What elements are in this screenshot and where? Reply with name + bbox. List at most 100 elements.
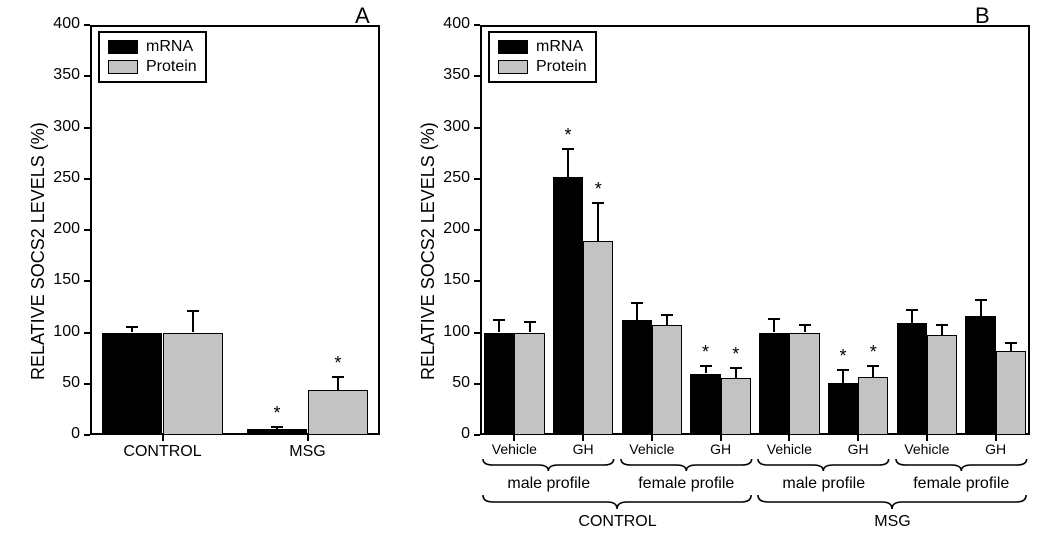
legend: mRNAProtein bbox=[488, 31, 597, 83]
bar bbox=[514, 333, 544, 436]
y-tick bbox=[84, 280, 90, 282]
error-bar bbox=[597, 202, 599, 241]
y-axis-label: RELATIVE SOCS2 LEVELS (%) bbox=[28, 122, 49, 380]
top-group-label: CONTROL bbox=[578, 513, 656, 531]
x-tick-label: Vehicle bbox=[629, 441, 674, 457]
significance-marker: * bbox=[595, 179, 602, 200]
panel-label-a: A bbox=[355, 3, 370, 29]
y-tick bbox=[84, 127, 90, 129]
error-cap bbox=[730, 367, 742, 369]
brace-icon bbox=[621, 459, 752, 475]
legend-label: Protein bbox=[536, 57, 587, 77]
brace-icon bbox=[758, 459, 889, 475]
bar bbox=[583, 241, 613, 435]
error-cap bbox=[906, 309, 918, 311]
error-cap bbox=[592, 202, 604, 204]
bar bbox=[484, 333, 514, 436]
x-tick bbox=[307, 435, 309, 441]
brace-icon bbox=[483, 495, 751, 513]
y-tick bbox=[474, 280, 480, 282]
legend-item: Protein bbox=[108, 57, 197, 77]
y-tick-label: 350 bbox=[430, 66, 470, 84]
error-cap bbox=[661, 314, 673, 316]
y-tick bbox=[474, 332, 480, 334]
error-bar bbox=[636, 302, 638, 320]
top-group-label: MSG bbox=[874, 513, 910, 531]
y-tick bbox=[474, 383, 480, 385]
y-tick bbox=[474, 178, 480, 180]
y-tick bbox=[474, 127, 480, 129]
legend-label: Protein bbox=[146, 57, 197, 77]
x-tick-label: GH bbox=[985, 441, 1006, 457]
y-tick-label: 0 bbox=[430, 425, 470, 443]
significance-marker: * bbox=[274, 403, 281, 424]
y-axis-label: RELATIVE SOCS2 LEVELS (%) bbox=[418, 122, 439, 380]
error-cap bbox=[271, 426, 283, 428]
y-tick bbox=[84, 383, 90, 385]
legend: mRNAProtein bbox=[98, 31, 207, 83]
bar bbox=[690, 374, 720, 436]
x-tick-label: Vehicle bbox=[904, 441, 949, 457]
error-bar bbox=[567, 148, 569, 177]
x-tick-label: Vehicle bbox=[767, 441, 812, 457]
significance-marker: * bbox=[870, 342, 877, 363]
x-tick bbox=[162, 435, 164, 441]
error-cap bbox=[126, 326, 138, 328]
bar bbox=[897, 323, 927, 435]
y-tick-label: 0 bbox=[40, 425, 80, 443]
x-tick-label: Vehicle bbox=[492, 441, 537, 457]
error-cap bbox=[562, 148, 574, 150]
legend-swatch bbox=[498, 60, 528, 74]
bar bbox=[828, 383, 858, 435]
error-cap bbox=[837, 369, 849, 371]
error-cap bbox=[332, 376, 344, 378]
error-cap bbox=[799, 324, 811, 326]
error-bar bbox=[911, 309, 913, 323]
bar bbox=[652, 325, 682, 435]
legend-swatch bbox=[498, 40, 528, 54]
error-cap bbox=[524, 321, 536, 323]
bar bbox=[927, 335, 957, 435]
y-tick-label: 400 bbox=[430, 15, 470, 33]
y-tick bbox=[474, 24, 480, 26]
significance-marker: * bbox=[702, 342, 709, 363]
error-cap bbox=[493, 319, 505, 321]
legend-item: Protein bbox=[498, 57, 587, 77]
significance-marker: * bbox=[839, 346, 846, 367]
brace-icon bbox=[483, 459, 614, 475]
legend-swatch bbox=[108, 60, 138, 74]
profile-label: female profile bbox=[638, 475, 734, 493]
bar bbox=[553, 177, 583, 435]
profile-label: male profile bbox=[782, 475, 865, 493]
error-cap bbox=[700, 365, 712, 367]
x-tick-label: CONTROL bbox=[123, 443, 201, 461]
error-bar bbox=[192, 310, 194, 333]
error-cap bbox=[936, 324, 948, 326]
error-cap bbox=[768, 318, 780, 320]
error-cap bbox=[187, 310, 199, 312]
legend-item: mRNA bbox=[498, 37, 587, 57]
significance-marker: * bbox=[564, 125, 571, 146]
error-cap bbox=[867, 365, 879, 367]
y-tick bbox=[474, 75, 480, 77]
error-bar bbox=[980, 299, 982, 316]
x-tick-label: GH bbox=[573, 441, 594, 457]
significance-marker: * bbox=[732, 344, 739, 365]
panel-label-b: B bbox=[975, 3, 990, 29]
brace-icon bbox=[758, 495, 1026, 513]
y-tick-label: 400 bbox=[40, 15, 80, 33]
bar bbox=[721, 378, 751, 435]
error-cap bbox=[1005, 342, 1017, 344]
error-cap bbox=[631, 302, 643, 304]
y-tick bbox=[474, 229, 480, 231]
profile-label: female profile bbox=[913, 475, 1009, 493]
legend-label: mRNA bbox=[146, 37, 193, 57]
bar bbox=[622, 320, 652, 435]
y-tick bbox=[84, 229, 90, 231]
legend-item: mRNA bbox=[108, 37, 197, 57]
significance-marker: * bbox=[334, 353, 341, 374]
bar bbox=[858, 377, 888, 435]
y-tick bbox=[474, 434, 480, 436]
profile-label: male profile bbox=[507, 475, 590, 493]
x-tick-label: GH bbox=[710, 441, 731, 457]
